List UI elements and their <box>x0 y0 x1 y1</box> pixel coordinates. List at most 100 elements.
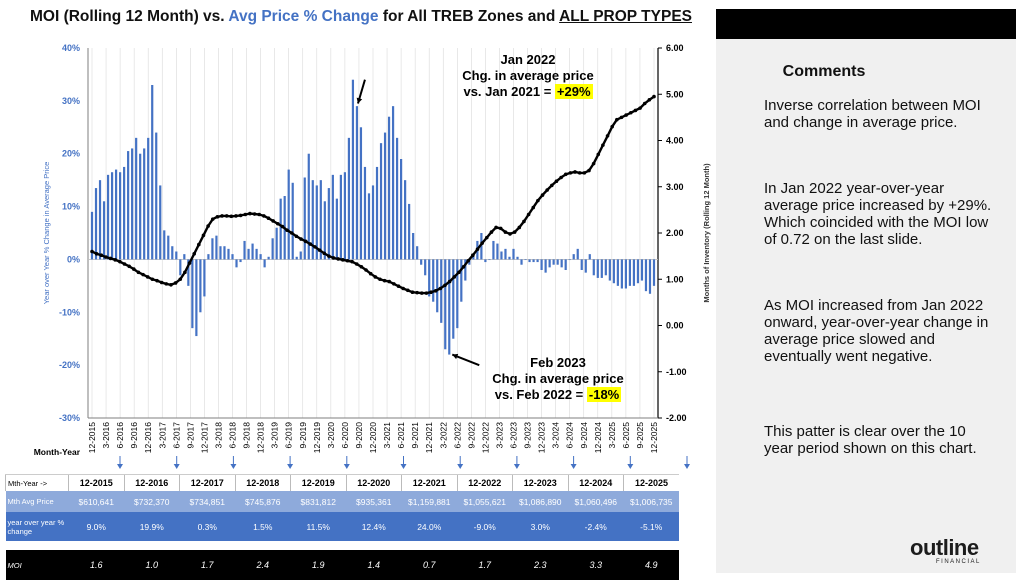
moi-point <box>248 211 252 216</box>
table-cell: 12-2015 <box>68 474 124 491</box>
moi-point <box>475 247 480 251</box>
bar <box>516 256 519 260</box>
bar <box>616 259 619 286</box>
bar <box>576 248 579 260</box>
bar <box>496 243 499 260</box>
x-tick-label: 12-2025 <box>649 422 659 453</box>
moi-point <box>183 270 187 275</box>
bar <box>624 259 627 289</box>
y-left-tick-label: 10% <box>62 202 80 212</box>
moi-point <box>480 241 484 245</box>
x-tick-label: 6-2016 <box>115 422 125 449</box>
moi-point <box>238 213 243 218</box>
moi-point <box>638 106 642 110</box>
moi-point <box>438 286 443 291</box>
bar <box>480 233 483 260</box>
bar <box>243 240 246 260</box>
bar <box>452 259 455 339</box>
bar <box>159 185 162 260</box>
table-row-years: Mth-Year -> 12-2015 12-2016 12-2017 12-2018 1… <box>5 474 679 491</box>
table-cell: 0.7 <box>401 550 457 580</box>
bar <box>387 116 391 260</box>
bar <box>432 259 435 302</box>
bar <box>528 259 531 263</box>
moi-point <box>522 219 526 224</box>
table-pointer-head <box>343 464 350 469</box>
moi-point <box>252 212 257 216</box>
table-cell: -2.4% <box>568 512 624 541</box>
bar <box>560 259 563 268</box>
bar <box>359 127 363 260</box>
bar <box>640 259 644 281</box>
moi-point <box>350 259 354 264</box>
x-tick-label: 9-2016 <box>129 422 139 449</box>
bar <box>195 259 198 337</box>
moi-point <box>452 275 457 279</box>
table-cell: 12-2016 <box>123 474 180 491</box>
moi-point <box>313 245 317 249</box>
x-tick-label: 6-2019 <box>284 422 294 449</box>
bar <box>604 259 607 276</box>
table-cell: 1.5% <box>235 512 291 541</box>
moi-point <box>447 279 452 284</box>
bar <box>572 254 575 260</box>
table-cell: 24.0% <box>401 512 457 541</box>
table-cell: -9.0% <box>457 512 513 541</box>
moi-point <box>512 230 517 234</box>
moi-point <box>373 275 378 279</box>
x-tick-label: 9-2019 <box>298 422 308 449</box>
x-tick-label: 9-2025 <box>635 422 645 449</box>
x-tick-label: 12-2020 <box>368 422 378 453</box>
chart-axes <box>87 47 690 469</box>
moi-point <box>406 288 410 293</box>
table-pointer-head <box>684 464 690 469</box>
bar <box>231 254 234 260</box>
table-cell: 11.5% <box>290 512 346 541</box>
moi-point <box>303 239 308 244</box>
bar <box>119 172 122 260</box>
y-right-tick-label: 4.00 <box>666 136 684 146</box>
table-cell: $831,812 <box>290 491 346 512</box>
moi-point <box>354 262 359 266</box>
moi-point <box>508 232 512 236</box>
y-right-axis-title: Months of Inventory (Rolling 12 Month) <box>702 163 711 303</box>
x-tick-label: 3-2018 <box>213 422 223 449</box>
moi-point <box>559 175 563 180</box>
bar <box>102 201 106 260</box>
table-cell: $1,055,621 <box>457 491 513 512</box>
arrow-jan-2022-head <box>356 97 363 104</box>
moi-point <box>122 262 127 266</box>
bar <box>199 259 202 313</box>
moi-point <box>285 228 289 233</box>
moi-point <box>187 261 192 265</box>
y-left-tick-label: 20% <box>62 149 80 159</box>
moi-point <box>563 172 568 177</box>
table-cell: 12-2022 <box>456 474 513 491</box>
bar <box>508 256 511 260</box>
moi-point <box>652 94 656 99</box>
bar <box>179 259 182 276</box>
moi-point <box>206 224 210 228</box>
bar <box>139 153 142 260</box>
moi-point <box>99 253 104 257</box>
bar <box>460 259 463 302</box>
moi-point <box>364 268 368 272</box>
bar <box>247 248 250 260</box>
bar <box>355 106 359 260</box>
moi-point <box>498 226 503 231</box>
bar <box>287 169 290 260</box>
bar <box>271 238 274 260</box>
bar <box>114 169 118 260</box>
bar <box>335 198 338 260</box>
table-cell: $745,876 <box>235 491 291 512</box>
moi-point <box>596 152 601 157</box>
bar <box>584 259 587 273</box>
bar <box>628 259 632 286</box>
x-tick-label: 6-2017 <box>171 422 181 449</box>
comment-paragraph: Inverse correlation between MOI and chan… <box>764 97 981 131</box>
x-tick-label: 3-2025 <box>607 422 617 449</box>
table-cell: $935,361 <box>346 491 402 512</box>
bar <box>375 166 379 260</box>
x-tick-label: 9-2020 <box>354 422 364 449</box>
bar <box>464 259 467 281</box>
